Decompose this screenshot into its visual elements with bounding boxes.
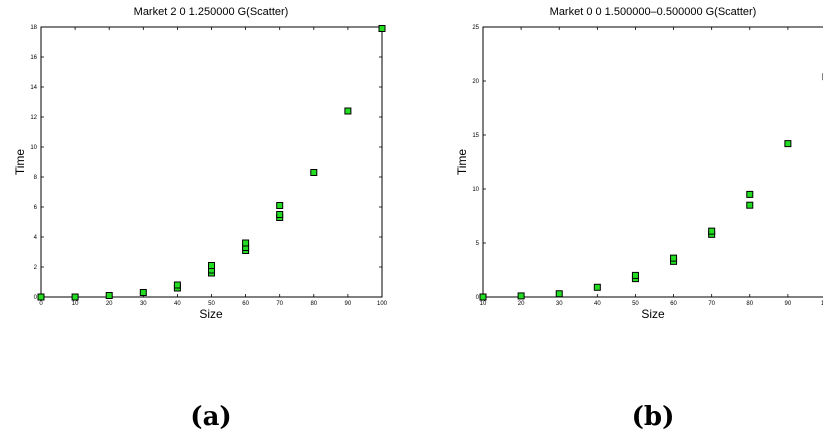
- chart-b-point: [670, 254, 678, 262]
- chart-a-caption: (a): [190, 402, 231, 432]
- chart-a: Market 2 0 1.250000 G(Scatter) 0 10 20 30 40…: [13, 6, 388, 432]
- chart-a-xtick-label: 40: [174, 301, 181, 307]
- chart-b-xtick-label: 40: [594, 301, 601, 307]
- chart-b-xtick-label: 10: [480, 301, 487, 307]
- chart-b-xtick-label: 100: [821, 301, 823, 307]
- chart-a-ylabel: Time: [13, 149, 27, 176]
- chart-b-xtick-label: 20: [518, 301, 525, 307]
- chart-b-points: [479, 73, 823, 301]
- chart-a-ticks: 0 10 20 30 40 50 60 70 80 90 100 0 2 4 6 8 10 12 14 16 18: [30, 25, 387, 307]
- chart-b-xlabel: Size: [641, 307, 665, 321]
- chart-b-xtick-label: 50: [632, 301, 639, 307]
- chart-a-point: [37, 293, 45, 301]
- chart-a-point: [242, 239, 250, 247]
- chart-a-ytick-label: 6: [34, 205, 38, 211]
- chart-b-caption: (b): [632, 402, 675, 432]
- chart-a-point: [71, 293, 79, 301]
- chart-b-ytick-label: 0: [476, 295, 480, 301]
- chart-a-xtick-label: 10: [72, 301, 79, 307]
- chart-b-point: [555, 290, 563, 298]
- chart-b-point: [746, 201, 754, 209]
- chart-a-xtick-label: 80: [310, 301, 317, 307]
- chart-a-point: [378, 25, 386, 32]
- chart-b-xtick-label: 70: [708, 301, 715, 307]
- chart-a-ytick-label: 10: [30, 145, 37, 151]
- chart-b: Market 0 0 1.500000–0.500000 G(Scatter) …: [455, 6, 823, 432]
- chart-a-point: [173, 281, 181, 289]
- chart-a-xtick-label: 90: [345, 301, 352, 307]
- chart-a-title: Market 2 0 1.250000 G(Scatter): [134, 6, 289, 18]
- chart-b-ytick-label: 10: [472, 187, 479, 193]
- chart-b-xtick-label: 90: [785, 301, 792, 307]
- chart-a-points: [37, 25, 386, 301]
- chart-a-xtick-label: 0: [39, 301, 43, 307]
- chart-a-xtick-label: 60: [242, 301, 249, 307]
- chart-a-xtick-label: 30: [140, 301, 147, 307]
- chart-a-xlabel: Size: [199, 307, 223, 321]
- chart-b-plot-frame: [482, 26, 823, 298]
- chart-a-xtick-label: 70: [276, 301, 283, 307]
- chart-b-point: [631, 271, 639, 279]
- chart-b-xtick-label: 80: [746, 301, 753, 307]
- chart-a-ytick-label: 8: [34, 175, 38, 181]
- chart-a-xtick-label: 50: [208, 301, 215, 307]
- chart-a-xtick-label: 20: [106, 301, 113, 307]
- chart-b-point: [708, 227, 716, 235]
- chart-a-ytick-label: 16: [30, 55, 37, 61]
- chart-b-title: Market 0 0 1.500000–0.500000 G(Scatter): [550, 6, 757, 18]
- chart-a-ytick-label: 0: [34, 295, 38, 301]
- chart-b-ytick-label: 20: [472, 79, 479, 85]
- chart-a-point: [276, 202, 284, 209]
- chart-b-ylabel: Time: [455, 149, 469, 176]
- chart-b-ticks: 10 20 30 40 50 60 70 80 90 100 0 5 10 15 20 25: [472, 25, 823, 307]
- chart-b-ytick-label: 15: [472, 133, 479, 139]
- chart-a-point: [276, 211, 284, 218]
- chart-b-point: [746, 190, 754, 198]
- chart-a-point: [139, 289, 147, 296]
- chart-b-xtick-label: 60: [670, 301, 677, 307]
- chart-a-ytick-label: 2: [34, 265, 38, 271]
- chart-b-point: [517, 292, 525, 300]
- chart-a-ytick-label: 14: [30, 85, 37, 91]
- chart-b-ytick-label: 25: [472, 25, 479, 31]
- chart-b-xtick-label: 30: [556, 301, 563, 307]
- chart-a-ytick-label: 18: [30, 25, 37, 31]
- chart-a-point: [310, 169, 318, 176]
- chart-a-xtick-label: 100: [377, 301, 388, 307]
- chart-b-point: [593, 283, 601, 291]
- chart-a-point: [105, 292, 113, 299]
- chart-a-point: [344, 107, 352, 115]
- chart-a-plot-frame: [40, 26, 383, 298]
- chart-b-ytick-label: 5: [476, 241, 480, 247]
- chart-a-point: [208, 262, 215, 269]
- chart-a-ytick-label: 12: [30, 115, 37, 121]
- chart-b-point: [479, 293, 487, 301]
- chart-a-ytick-label: 4: [34, 235, 38, 241]
- chart-b-point: [784, 140, 792, 148]
